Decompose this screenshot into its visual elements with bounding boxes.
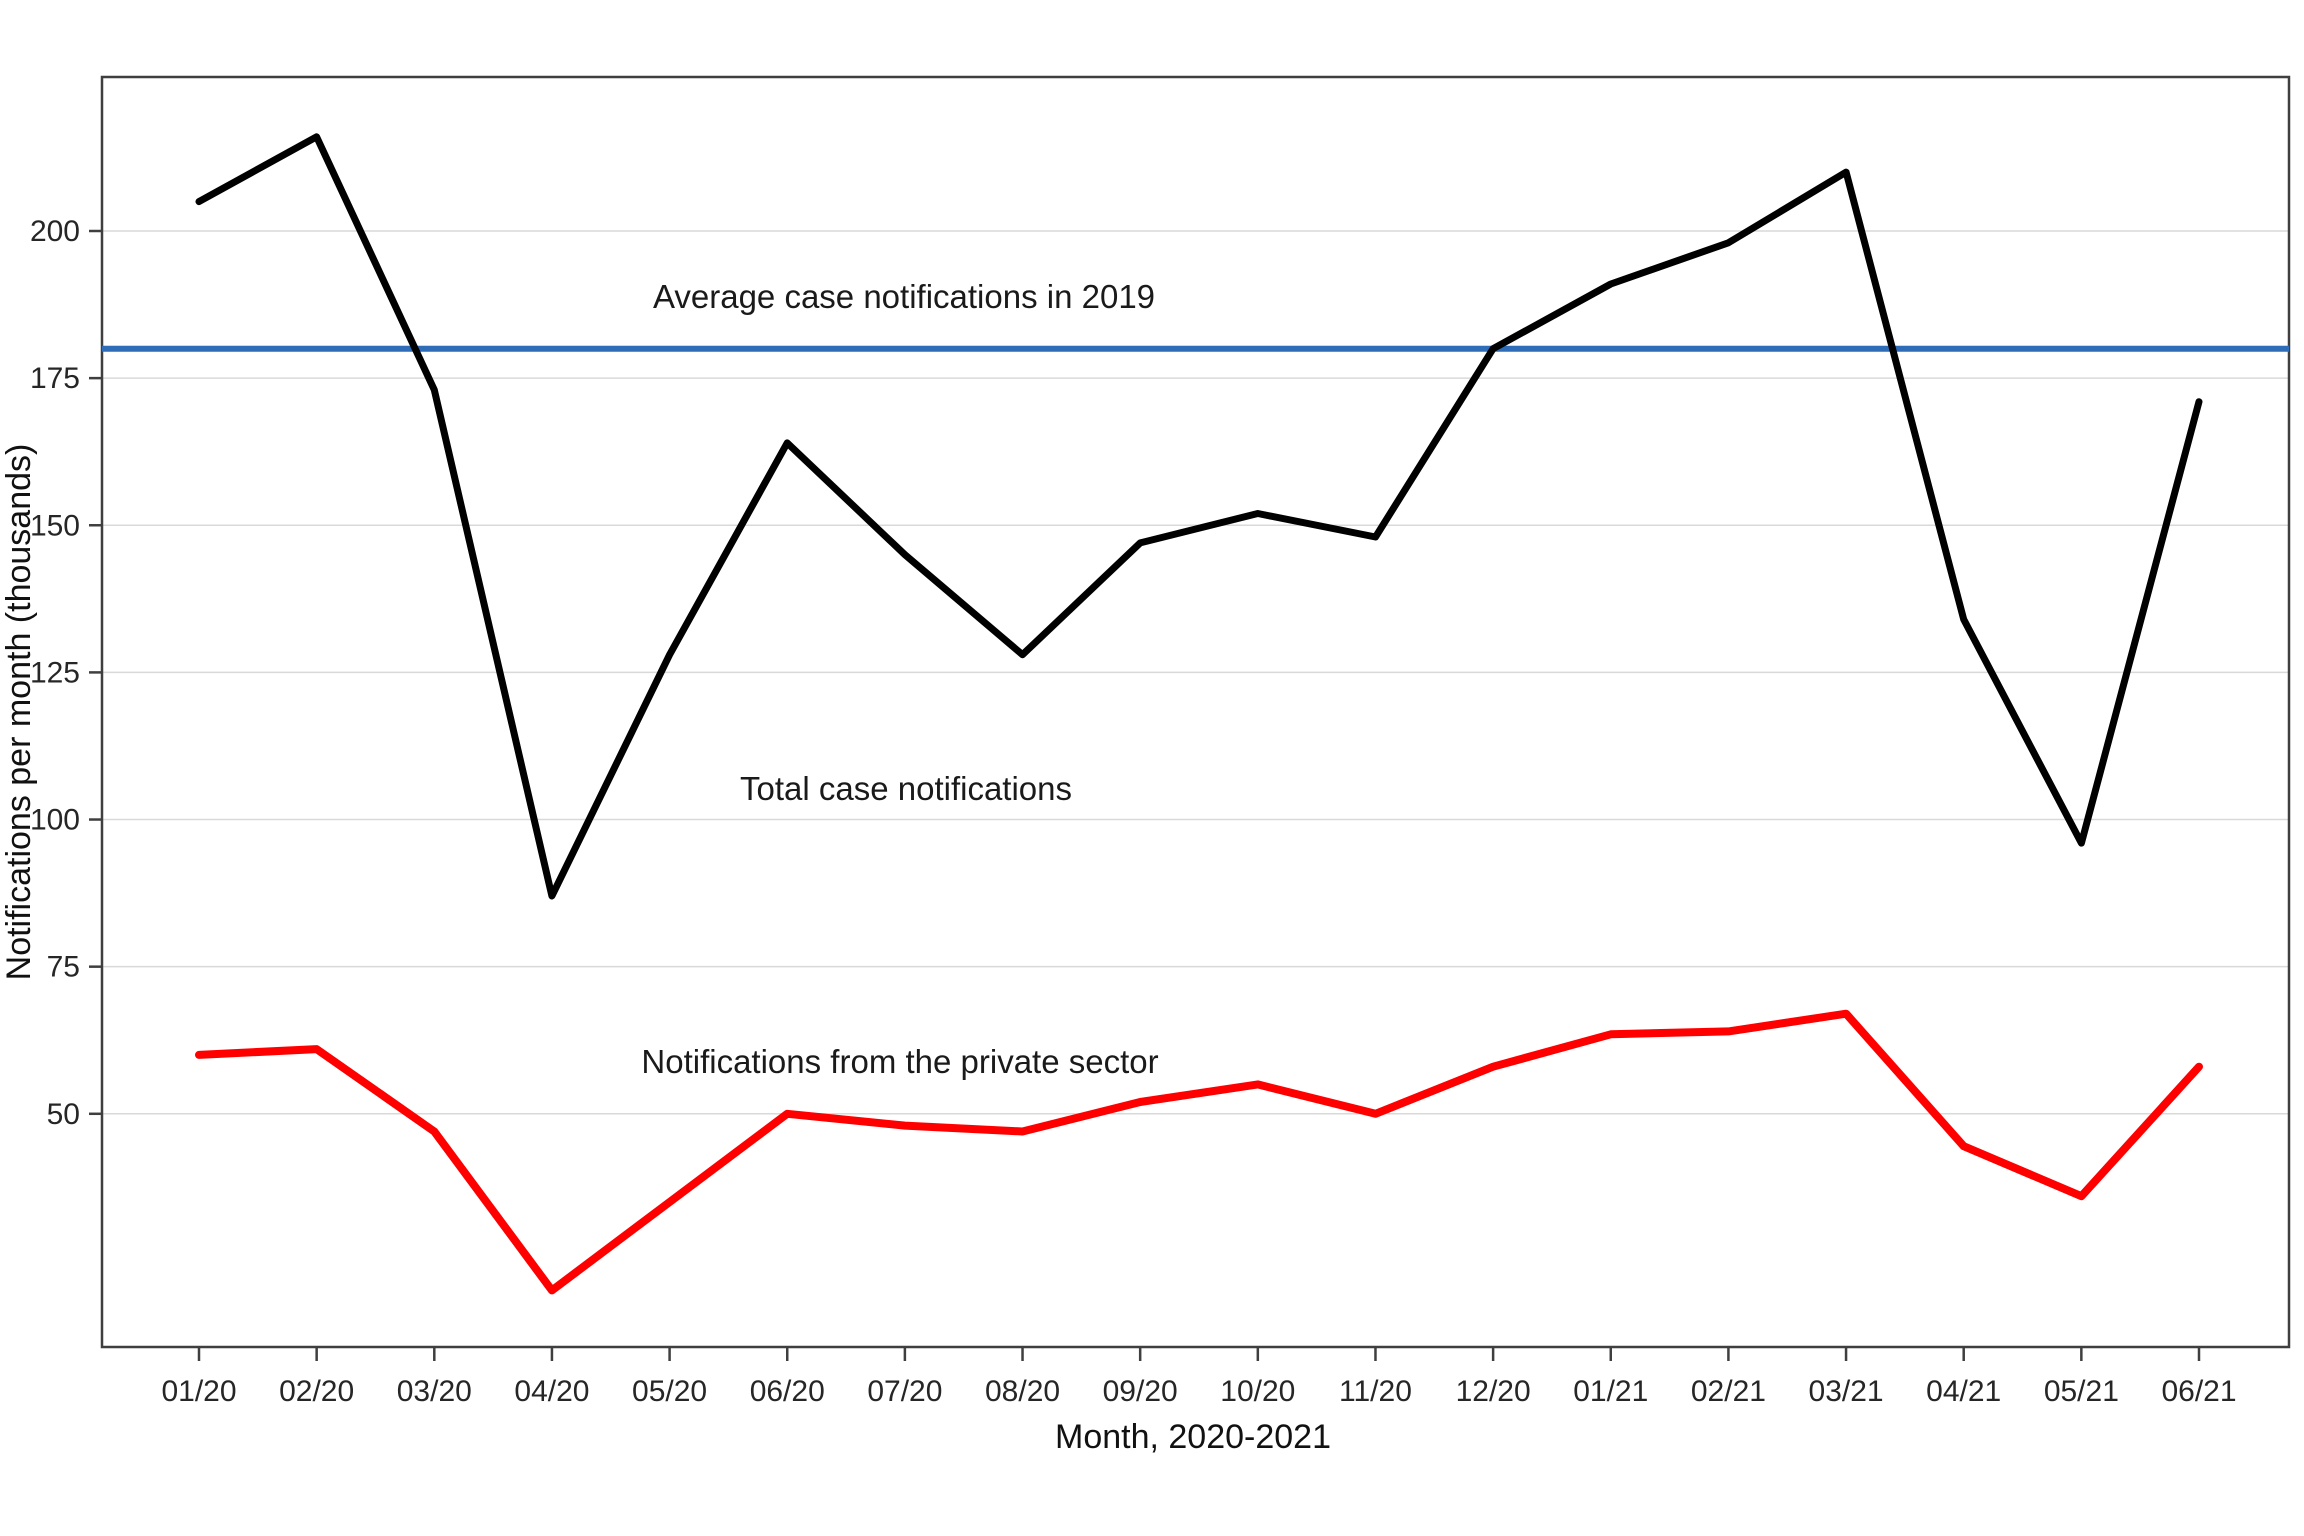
- y-tick-label-50: 50: [47, 1098, 80, 1131]
- x-tick-label-04/20: 04/20: [514, 1375, 589, 1408]
- axis-ticks-group: [89, 229, 2201, 1361]
- x-tick-label-01/21: 01/21: [1573, 1375, 1648, 1408]
- x-tick-label-02/21: 02/21: [1691, 1375, 1766, 1408]
- x-tick-label-03/21: 03/21: [1809, 1375, 1884, 1408]
- x-tick-label-04/21: 04/21: [1926, 1375, 2001, 1408]
- private-series-annotation-label: Notifications from the private sector: [641, 1043, 1158, 1080]
- y-tick-label-175: 175: [30, 362, 80, 395]
- data-series-group: [195, 133, 2203, 1295]
- total-series-annotation-label: Total case notifications: [740, 770, 1072, 807]
- x-tick-label-09/20: 09/20: [1103, 1375, 1178, 1408]
- x-tick-label-06/20: 06/20: [750, 1375, 825, 1408]
- x-axis-title: Month, 2020-2021: [1055, 1418, 1331, 1456]
- x-tick-label-08/20: 08/20: [985, 1375, 1060, 1408]
- y-tick-label-75: 75: [47, 951, 80, 984]
- total-case-notifications-line: [195, 133, 2203, 900]
- y-tick-label-200: 200: [30, 215, 80, 248]
- x-tick-label-10/20: 10/20: [1220, 1375, 1295, 1408]
- x-tick-label-06/21: 06/21: [2161, 1375, 2236, 1408]
- x-tick-label-05/20: 05/20: [632, 1375, 707, 1408]
- private-sector-notifications-line: [195, 1009, 2203, 1295]
- x-tick-label-11/20: 11/20: [1339, 1375, 1412, 1408]
- y-tick-label-100: 100: [30, 804, 80, 837]
- x-tick-label-03/20: 03/20: [397, 1375, 472, 1408]
- axis-tick-labels-group: 01/20 02/20 03/20 04/20 05/20 06/20 07/20 08/20…: [30, 215, 2237, 1408]
- x-tick-label-07/20: 07/20: [867, 1375, 942, 1408]
- refline-annotation-label: Average case notifications in 2019: [653, 278, 1155, 315]
- x-tick-label-01/20: 01/20: [161, 1375, 236, 1408]
- x-tick-label-12/20: 12/20: [1456, 1375, 1531, 1408]
- y-tick-label-150: 150: [30, 509, 80, 542]
- x-tick-label-02/20: 02/20: [279, 1375, 354, 1408]
- gridlines-group: [102, 230, 2289, 1115]
- plot-border: [100, 75, 2291, 1349]
- y-axis-title: Notifications per month (thousands): [0, 444, 38, 981]
- x-tick-label-05/21: 05/21: [2044, 1375, 2119, 1408]
- y-tick-label-125: 125: [30, 656, 80, 689]
